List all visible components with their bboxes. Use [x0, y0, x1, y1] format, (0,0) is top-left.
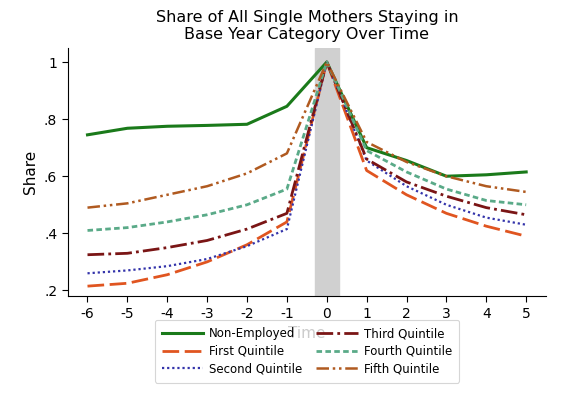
Title: Share of All Single Mothers Staying in
Base Year Category Over Time: Share of All Single Mothers Staying in B…	[155, 10, 458, 43]
Y-axis label: Share: Share	[23, 150, 38, 194]
Bar	[315, 48, 339, 296]
Legend: Non-Employed, First Quintile, Second Quintile, Third Quintile, Fourth Quintile, : Non-Employed, First Quintile, Second Qui…	[155, 320, 459, 382]
X-axis label: Time: Time	[288, 326, 325, 341]
